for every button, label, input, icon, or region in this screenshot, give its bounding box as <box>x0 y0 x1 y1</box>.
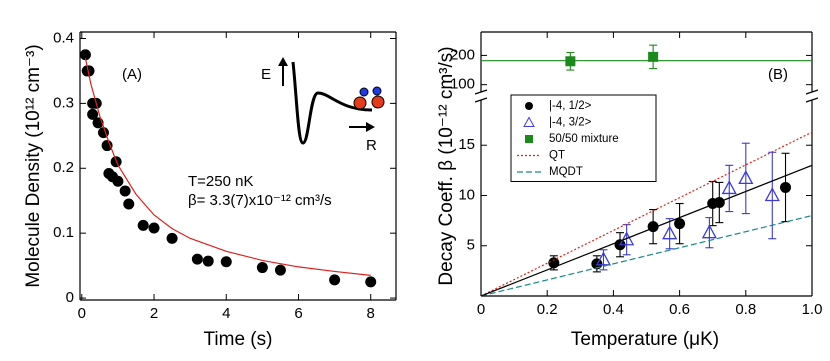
x-axis-label: Temperature (μK) <box>571 329 719 350</box>
legend-swatch <box>525 135 533 143</box>
data-point <box>148 222 160 234</box>
data-point <box>256 262 268 274</box>
data-point <box>780 181 792 193</box>
y-axis-label: Molecule Density (10¹² cm⁻³) <box>23 44 44 287</box>
x-tick-label: 4 <box>222 305 230 322</box>
y-tick-label: 0.2 <box>53 159 74 176</box>
legend-label: QT <box>549 150 565 162</box>
data-point <box>674 218 686 230</box>
annotation: T=250 nK <box>188 173 253 190</box>
axis-break <box>474 97 488 103</box>
data-point <box>119 185 131 197</box>
y-tick-label: 0.3 <box>53 94 74 111</box>
x-tick-label: 1.0 <box>802 301 823 318</box>
series-line <box>481 215 812 296</box>
y-tick-label: 0.4 <box>53 29 74 46</box>
inset-label: E <box>261 66 271 83</box>
data-point <box>112 175 124 187</box>
data-point <box>619 231 635 246</box>
panel-label: (B) <box>768 66 788 83</box>
data-point <box>764 187 780 202</box>
data-point <box>701 224 717 239</box>
series-line <box>84 57 371 276</box>
legend-swatch <box>525 102 533 110</box>
axis-break <box>474 89 488 95</box>
data-point <box>220 256 232 268</box>
y-tick-label: 0.1 <box>53 224 74 241</box>
x-tick-label: 0.6 <box>669 301 690 318</box>
data-point <box>202 255 214 267</box>
data-point <box>191 253 203 265</box>
y-tick-label: 0 <box>66 289 74 306</box>
x-tick-label: 0 <box>477 301 485 318</box>
x-tick-label: 2 <box>150 305 158 322</box>
series-line <box>481 164 812 296</box>
data-point <box>101 140 113 152</box>
y-tick-label: 100 <box>450 76 475 93</box>
data-point <box>83 65 95 77</box>
data-point <box>648 51 659 62</box>
legend-label: |-4, 1/2> <box>549 100 592 112</box>
y-tick-label: 10 <box>458 186 475 203</box>
data-point <box>365 276 377 288</box>
x-tick-label: 0.2 <box>537 301 558 318</box>
panel-label: (A) <box>122 66 142 83</box>
y-tick-label: 15 <box>458 136 475 153</box>
axis-break <box>805 97 819 103</box>
x-tick-label: 0.8 <box>735 301 756 318</box>
legend-label: 50/50 mixture <box>549 133 619 145</box>
x-tick-label: 0 <box>78 305 86 322</box>
y-tick-label: 200 <box>450 46 475 63</box>
x-tick-label: 6 <box>294 305 302 322</box>
data-point <box>137 219 149 231</box>
x-tick-label: 8 <box>367 305 375 322</box>
data-point <box>662 225 678 240</box>
series-line <box>481 131 812 296</box>
annotation: β= 3.3(7)x10⁻¹² cm³/s <box>188 192 332 209</box>
data-point <box>565 56 576 67</box>
data-point <box>738 170 754 185</box>
data-point <box>274 264 286 276</box>
x-tick-label: 0.4 <box>603 301 624 318</box>
axis-break <box>805 89 819 95</box>
legend-label: MQDT <box>549 166 583 178</box>
legend-label: |-4, 3/2> <box>549 117 592 129</box>
data-point <box>329 274 341 286</box>
data-point <box>721 180 737 195</box>
legend-swatch <box>523 116 535 127</box>
x-axis-label: Time (s) <box>204 329 273 350</box>
inset-label: R <box>366 137 377 154</box>
legend-box <box>510 94 657 182</box>
data-point <box>87 108 99 120</box>
y-axis-label: Decay Coeff. β (10⁻¹² cm³/s) <box>436 46 457 285</box>
data-point <box>595 251 612 266</box>
data-point <box>123 198 135 210</box>
data-point <box>79 49 91 61</box>
inset-diagram <box>278 57 385 145</box>
y-tick-label: 5 <box>467 237 475 254</box>
data-point <box>166 232 178 244</box>
